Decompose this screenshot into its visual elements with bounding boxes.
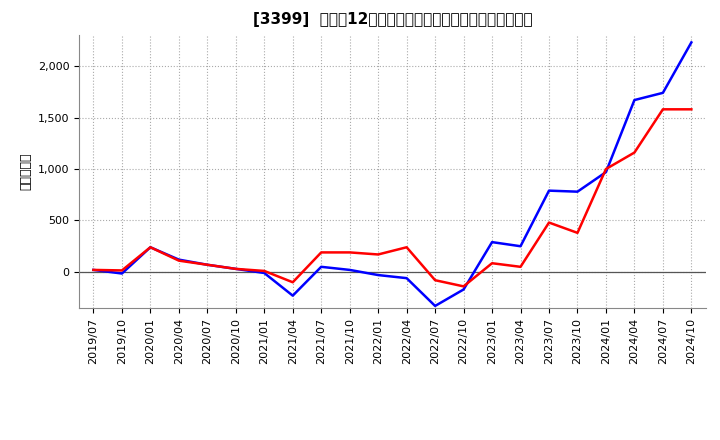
当期純利益 (117, 268, 126, 273)
当期純利益 (89, 267, 98, 272)
経常利益 (146, 245, 155, 250)
Line: 当期純利益: 当期純利益 (94, 109, 691, 286)
当期純利益 (487, 260, 496, 266)
経常利益 (659, 90, 667, 95)
経常利益 (317, 264, 325, 269)
当期純利益 (459, 284, 468, 289)
Y-axis label: （百万円）: （百万円） (19, 153, 32, 191)
当期純利益 (174, 258, 183, 263)
経常利益 (260, 270, 269, 275)
Line: 経常利益: 経常利益 (94, 42, 691, 306)
当期純利益 (516, 264, 525, 269)
経常利益 (459, 287, 468, 292)
当期純利益 (573, 230, 582, 235)
当期純利益 (289, 280, 297, 285)
経常利益 (431, 303, 439, 308)
経常利益 (630, 97, 639, 103)
当期純利益 (602, 166, 611, 172)
当期純利益 (203, 262, 212, 268)
Title: [3399]  利益の12か月移動合計の対前年同期増減額の推移: [3399] 利益の12か月移動合計の対前年同期増減額の推移 (253, 12, 532, 27)
経常利益 (487, 239, 496, 245)
経常利益 (203, 262, 212, 268)
経常利益 (117, 271, 126, 276)
経常利益 (89, 267, 98, 272)
当期純利益 (346, 250, 354, 255)
当期純利益 (260, 268, 269, 274)
経常利益 (174, 257, 183, 262)
経常利益 (516, 244, 525, 249)
経常利益 (687, 40, 696, 45)
経常利益 (573, 189, 582, 194)
当期純利益 (317, 250, 325, 255)
当期純利益 (630, 150, 639, 155)
当期純利益 (545, 220, 554, 225)
経常利益 (346, 267, 354, 272)
経常利益 (289, 293, 297, 298)
当期純利益 (374, 252, 382, 257)
当期純利益 (687, 106, 696, 112)
経常利益 (232, 266, 240, 271)
当期純利益 (402, 245, 411, 250)
経常利益 (402, 275, 411, 281)
経常利益 (545, 188, 554, 193)
当期純利益 (232, 266, 240, 271)
経常利益 (374, 272, 382, 278)
当期純利益 (659, 106, 667, 112)
経常利益 (602, 169, 611, 175)
当期純利益 (146, 245, 155, 250)
当期純利益 (431, 278, 439, 283)
